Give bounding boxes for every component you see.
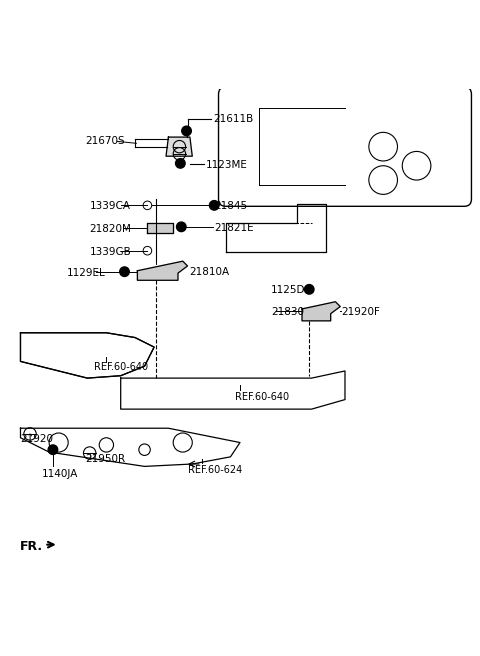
Circle shape	[182, 126, 192, 136]
Text: 1123ME: 1123ME	[205, 160, 248, 171]
Circle shape	[209, 201, 219, 210]
Polygon shape	[137, 261, 188, 280]
Circle shape	[304, 285, 314, 294]
Text: 21820M: 21820M	[90, 224, 132, 234]
Text: 21920: 21920	[21, 434, 53, 443]
Circle shape	[48, 445, 58, 455]
Text: 1339CA: 1339CA	[90, 201, 131, 211]
Circle shape	[120, 267, 129, 276]
Text: 1125DG: 1125DG	[271, 285, 313, 295]
Text: REF.60-640: REF.60-640	[95, 362, 149, 373]
Text: 1129EL: 1129EL	[67, 268, 106, 277]
Text: 21611B: 21611B	[213, 114, 253, 125]
Text: 1339GB: 1339GB	[90, 247, 132, 256]
Text: 21821E: 21821E	[214, 223, 254, 233]
Text: 21845: 21845	[214, 201, 247, 211]
Circle shape	[177, 222, 186, 232]
Text: 21670S: 21670S	[85, 136, 124, 146]
Text: 21810A: 21810A	[189, 267, 229, 277]
Text: 21920F: 21920F	[341, 307, 380, 318]
Polygon shape	[147, 223, 173, 233]
Polygon shape	[166, 137, 192, 156]
Text: 21830: 21830	[271, 307, 304, 318]
Text: FR.: FR.	[20, 540, 43, 552]
Text: REF.60-640: REF.60-640	[235, 392, 289, 402]
Text: 1140JA: 1140JA	[42, 468, 78, 479]
Circle shape	[176, 159, 185, 168]
Text: REF.60-624: REF.60-624	[188, 465, 242, 475]
Polygon shape	[302, 302, 340, 321]
Text: 21950R: 21950R	[85, 454, 125, 464]
